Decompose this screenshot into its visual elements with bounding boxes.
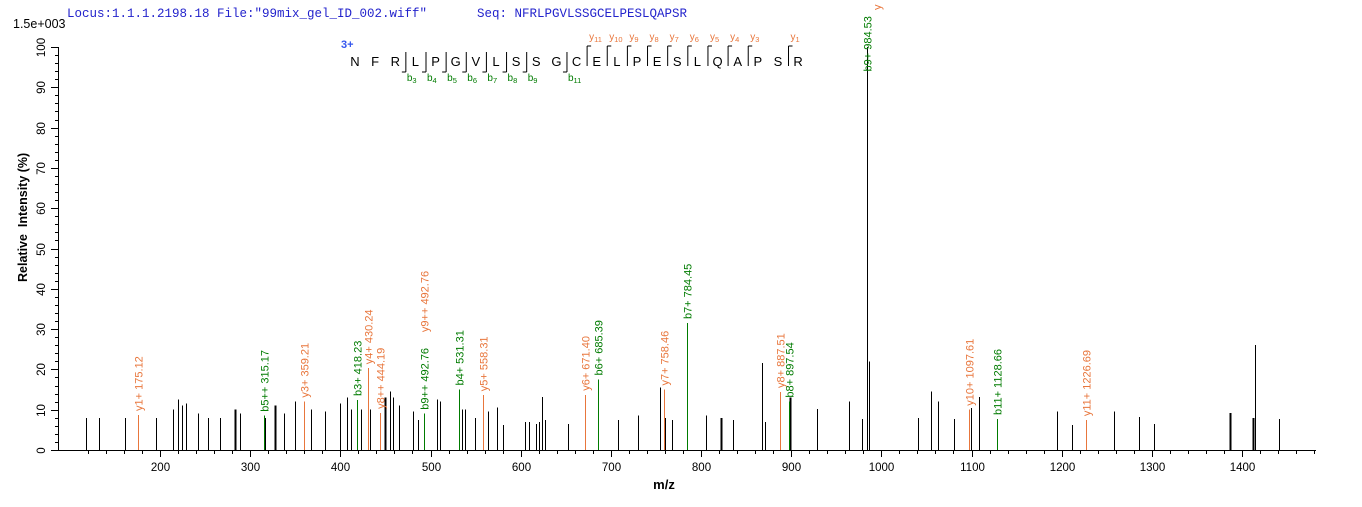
x-tick-label: 400	[331, 462, 350, 474]
y-tick-label: 70	[36, 162, 48, 175]
peak-label-b: b6+ 685.39	[594, 320, 606, 375]
y-ion-mark-label: y3	[750, 32, 759, 44]
residue-letter: S	[512, 54, 521, 69]
peak-label-b: b11+ 1128.66	[993, 349, 1005, 415]
y-tick-label: 80	[36, 122, 48, 135]
peak-label-b: b5++ 315.17	[260, 350, 272, 412]
residue-letter: G	[451, 54, 461, 69]
b-ion-mark-label: b7	[487, 73, 497, 85]
residue-letter: R	[793, 54, 802, 69]
b-ion-mark-label: b11	[568, 73, 581, 85]
residue-letter: E	[592, 54, 601, 69]
residue-letter: A	[733, 54, 742, 69]
residue-letter: L	[694, 54, 701, 69]
locus-file-header: Locus:1.1.1.2198.18 File:"99mix_gel_ID_0…	[67, 7, 428, 21]
x-axis-title: m/z	[653, 477, 675, 492]
residue-letter: S	[532, 54, 541, 69]
x-tick-label: 700	[602, 462, 621, 474]
x-tick-label: 1400	[1230, 462, 1256, 474]
x-tick-label: 1200	[1050, 462, 1076, 474]
x-tick-label: 800	[692, 462, 711, 474]
peak-label-b: b3+ 418.23	[353, 341, 365, 396]
peak-label-y: y8++ 444.19	[376, 348, 388, 409]
x-tick-label: 1000	[869, 462, 895, 474]
y-tick-label: 30	[36, 323, 48, 336]
precursor-charge-label: 3+	[341, 39, 354, 51]
residue-letter: P	[633, 54, 642, 69]
clipped-peak-label: y	[872, 4, 884, 10]
y-tick-label: 20	[36, 363, 48, 376]
peak-label-b: b9+ 984.53	[863, 16, 875, 71]
residue-letter: N	[350, 54, 359, 69]
peak-label-b: b7+ 784.45	[683, 264, 695, 319]
x-tick-label: 1100	[960, 462, 985, 474]
peak-label-b: b8+ 897.54	[785, 342, 797, 397]
y-ion-mark-label: y10	[609, 32, 622, 44]
x-tick-label: 900	[782, 462, 801, 474]
residue-letter: C	[572, 54, 581, 69]
residue-letter: S	[774, 54, 783, 69]
b-ion-mark-label: b3	[407, 73, 417, 85]
y-tick-label: 10	[36, 404, 48, 417]
peak-label-y: y11+ 1226.69	[1082, 350, 1094, 416]
b-ion-mark-label: b8	[508, 73, 518, 85]
peak-label-y: y7+ 758.46	[660, 331, 672, 386]
y-tick-label: 100	[36, 38, 48, 57]
peaks	[86, 345, 1280, 450]
residue-letter: V	[472, 54, 481, 69]
y-ion-mark-label: y6	[690, 32, 699, 44]
y-tick-label: 60	[36, 202, 48, 215]
peak-label-y: y9++ 492.76	[420, 271, 432, 332]
y-tick-label: 40	[36, 283, 48, 296]
sequence-header: Seq: NFRLPGVLSSGCELPESLQAPSR	[477, 7, 688, 21]
y-ion-mark-label: y8	[650, 32, 659, 44]
y-ion-mark-label: y9	[629, 32, 638, 44]
peak-label-y: y3+ 359.21	[300, 343, 312, 398]
y-tick-label: 50	[36, 243, 48, 256]
y-tick-label: 90	[36, 81, 48, 94]
x-tick-label: 300	[241, 462, 260, 474]
b-ion-mark-label: b6	[467, 73, 477, 85]
y-ion-mark-label: y1	[791, 32, 800, 44]
residue-letter: L	[492, 54, 499, 69]
residue-letter: F	[371, 54, 379, 69]
b-ion-mark-label: b4	[427, 73, 437, 85]
peak-label-b: b4+ 531.31	[455, 330, 467, 385]
residue-letter: E	[653, 54, 662, 69]
y-ion-mark-label: y4	[730, 32, 739, 44]
peak-label-y: y6+ 671.40	[581, 336, 593, 391]
peak-label-b: b9++ 492.76	[420, 348, 432, 410]
peak-label-y: y4+ 430.24	[364, 309, 376, 364]
max-intensity-label: 1.5e+003	[13, 17, 66, 31]
residue-letter: R	[391, 54, 400, 69]
peak-label-y: y10+ 1097.61	[965, 339, 977, 406]
peak-label-y: y8+ 887.51	[776, 333, 788, 388]
peak-label-y: y1+ 175.12	[134, 356, 146, 411]
y-tick-label: 0	[36, 447, 48, 453]
b-ion-mark-label: b9	[528, 73, 538, 85]
residue-letter: P	[753, 54, 762, 69]
residue-letter: L	[412, 54, 419, 69]
residue-letter: Q	[712, 54, 722, 69]
y-ion-mark-label: y7	[670, 32, 679, 44]
sequence-annotation: b3 b4 b5 b6 b7 b8 b9 b11 y11 y10 y9 y8 y7 y6 y5 y4 y3 y1	[401, 32, 800, 85]
x-tick-label: 600	[512, 462, 531, 474]
x-tick-label: 200	[151, 462, 170, 474]
peak-label-y: y5+ 558.31	[479, 336, 491, 391]
residue-letter: G	[551, 54, 561, 69]
b-ion-mark-label: b5	[447, 73, 457, 85]
y-ion-mark-label: y5	[710, 32, 719, 44]
residue-letter: P	[431, 54, 440, 69]
residue-letter: L	[613, 54, 620, 69]
residue-letter: S	[673, 54, 682, 69]
axes	[51, 47, 1316, 457]
x-tick-label: 1300	[1140, 462, 1166, 474]
x-tick-label: 500	[422, 462, 441, 474]
y-ion-mark-label: y11	[589, 32, 602, 44]
